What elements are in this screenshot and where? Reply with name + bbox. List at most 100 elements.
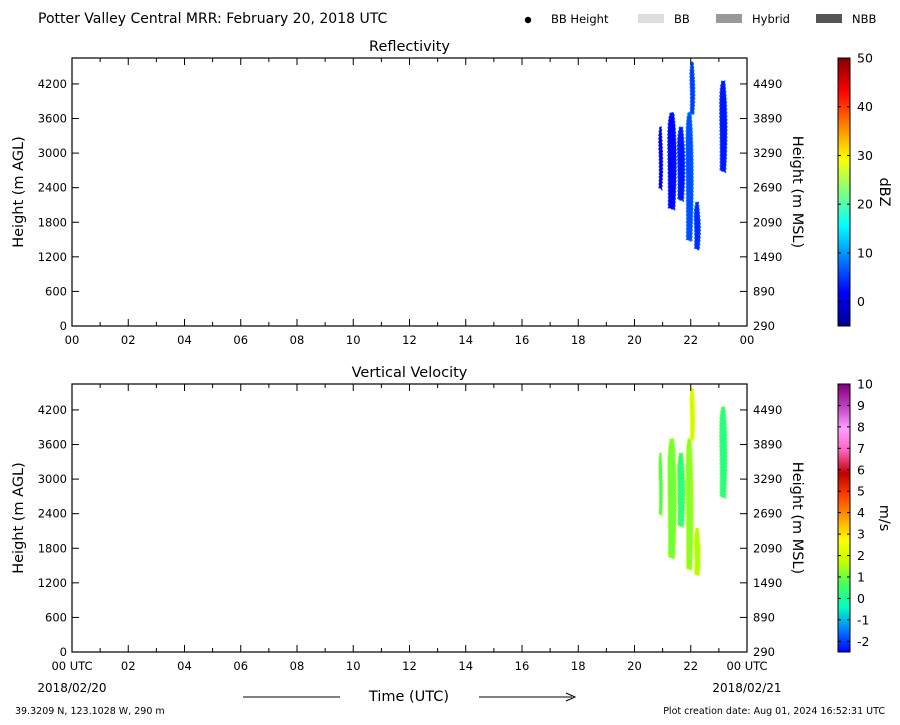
y-tick-right-label: 3890 <box>753 112 782 126</box>
y-tick-right-label: 2690 <box>753 507 782 521</box>
y-tick-right-label: 3290 <box>753 146 782 160</box>
x-tick-label: 00 UTC <box>51 659 92 673</box>
x-tick-label: 16 <box>515 659 530 673</box>
echo-cell <box>658 126 664 191</box>
colorbar-tick-label: 2 <box>857 548 865 563</box>
colorbar-tick-label: 1 <box>857 569 865 584</box>
echo-cell <box>693 527 701 578</box>
y-tick-right-label: 3890 <box>753 438 782 452</box>
location-label: 39.3209 N, 123.1028 W, 290 m <box>15 706 165 717</box>
x-tick-label: 00 UTC <box>726 659 767 673</box>
colorbar-tick-label: 9 <box>857 398 865 413</box>
y-tick-right-label: 4490 <box>753 403 782 417</box>
echo-cell <box>693 201 701 252</box>
plot-frame <box>71 57 748 327</box>
colorbar-tick-label: 4 <box>857 505 865 520</box>
x-tick-label: 12 <box>402 333 417 347</box>
y-axis-label: Height (m AGL) <box>11 462 27 574</box>
x-tick-label: 08 <box>290 659 305 673</box>
x-tick-label: 20 <box>627 333 642 347</box>
x-tick-label: 08 <box>290 333 305 347</box>
x-tick-label: 20 <box>627 659 642 673</box>
y-tick-label: 3600 <box>38 112 67 126</box>
y-tick-label: 2400 <box>38 507 67 521</box>
legend-label: BB <box>674 12 690 26</box>
y-axis-right-label: Height (m MSL) <box>789 136 805 248</box>
legend-swatch <box>638 14 664 23</box>
y-tick-label: 600 <box>45 284 67 298</box>
echo-cell <box>689 61 696 116</box>
x-tick-label: 02 <box>121 333 136 347</box>
x-tick-label: 22 <box>683 333 698 347</box>
colorbar-tick-label: -2 <box>857 634 869 649</box>
x-tick-label: 16 <box>515 333 530 347</box>
colorbar-tick-label: -1 <box>857 612 869 627</box>
y-tick-label: 4200 <box>38 403 67 417</box>
legend-label: BB Height <box>551 12 609 26</box>
y-tick-label: 2400 <box>38 181 67 195</box>
colorbar-tick-label: 7 <box>857 441 865 456</box>
y-axis-right-label: Height (m MSL) <box>789 462 805 574</box>
legend-swatch <box>716 14 742 23</box>
y-tick-right-label: 1490 <box>753 250 782 264</box>
x-tick-label: 14 <box>458 659 473 673</box>
colorbar-label: m/s <box>876 505 892 532</box>
x-tick-label: 10 <box>346 333 361 347</box>
time-arrow-head <box>565 692 577 702</box>
echo-cell <box>658 452 664 517</box>
header-legend: BB Height BB Hybrid NBB <box>524 12 876 26</box>
end-date-label: 2018/02/21 <box>712 681 781 695</box>
x-tick-label: 14 <box>458 333 473 347</box>
y-tick-right-label: 890 <box>753 284 775 298</box>
echo-cell <box>667 438 677 560</box>
y-tick-right-label: 890 <box>753 610 775 624</box>
y-tick-label: 0 <box>60 319 67 333</box>
y-tick-right-label: 290 <box>753 645 775 659</box>
colorbar-tick-label: 5 <box>857 484 865 499</box>
x-tick-label: 00 <box>740 333 755 347</box>
y-tick-label: 4200 <box>38 77 67 91</box>
plot-creation-label: Plot creation date: Aug 01, 2024 16:52:3… <box>663 706 885 717</box>
echo-cell <box>667 112 677 211</box>
legend-label: NBB <box>852 12 876 26</box>
start-date-label: 2018/02/20 <box>37 681 106 695</box>
colorbar-tick-label: 20 <box>857 197 873 212</box>
y-tick-right-label: 290 <box>753 319 775 333</box>
colorbar-tick-label: 10 <box>857 245 873 260</box>
colorbar-tick-label: 6 <box>857 462 865 477</box>
colorbar-tick-label: 0 <box>857 591 865 606</box>
y-tick-right-label: 2690 <box>753 181 782 195</box>
x-tick-label: 04 <box>177 333 192 347</box>
panel-title: Reflectivity <box>369 39 450 55</box>
colorbar-tick-label: 40 <box>857 99 873 114</box>
x-tick-label: 22 <box>683 659 698 673</box>
bb-height-marker <box>524 16 532 24</box>
y-tick-label: 3000 <box>38 472 67 486</box>
colorbar <box>837 383 851 653</box>
echo-cell <box>719 406 728 500</box>
y-tick-right-label: 2090 <box>753 541 782 555</box>
colorbar-tick-label: 30 <box>857 148 873 163</box>
colorbar-label: dBZ <box>876 177 892 206</box>
y-tick-label: 1800 <box>38 541 67 555</box>
x-tick-label: 12 <box>402 659 417 673</box>
x-tick-label: 02 <box>121 659 136 673</box>
x-tick-label: 00 <box>65 333 80 347</box>
colorbar-tick-label: 10 <box>857 377 873 392</box>
x-tick-label: 06 <box>233 333 248 347</box>
x-tick-label: 10 <box>346 659 361 673</box>
y-tick-label: 3600 <box>38 438 67 452</box>
y-tick-right-label: 3290 <box>753 472 782 486</box>
echo-cell <box>685 438 694 572</box>
y-tick-label: 1800 <box>38 215 67 229</box>
y-tick-label: 1200 <box>38 250 67 264</box>
colorbar <box>837 57 851 327</box>
y-tick-label: 600 <box>45 610 67 624</box>
echo-cell <box>719 80 728 174</box>
echo-cell <box>685 112 694 243</box>
echo-cell <box>676 452 686 529</box>
echo-cell <box>689 387 696 442</box>
legend-label: Hybrid <box>752 12 790 26</box>
